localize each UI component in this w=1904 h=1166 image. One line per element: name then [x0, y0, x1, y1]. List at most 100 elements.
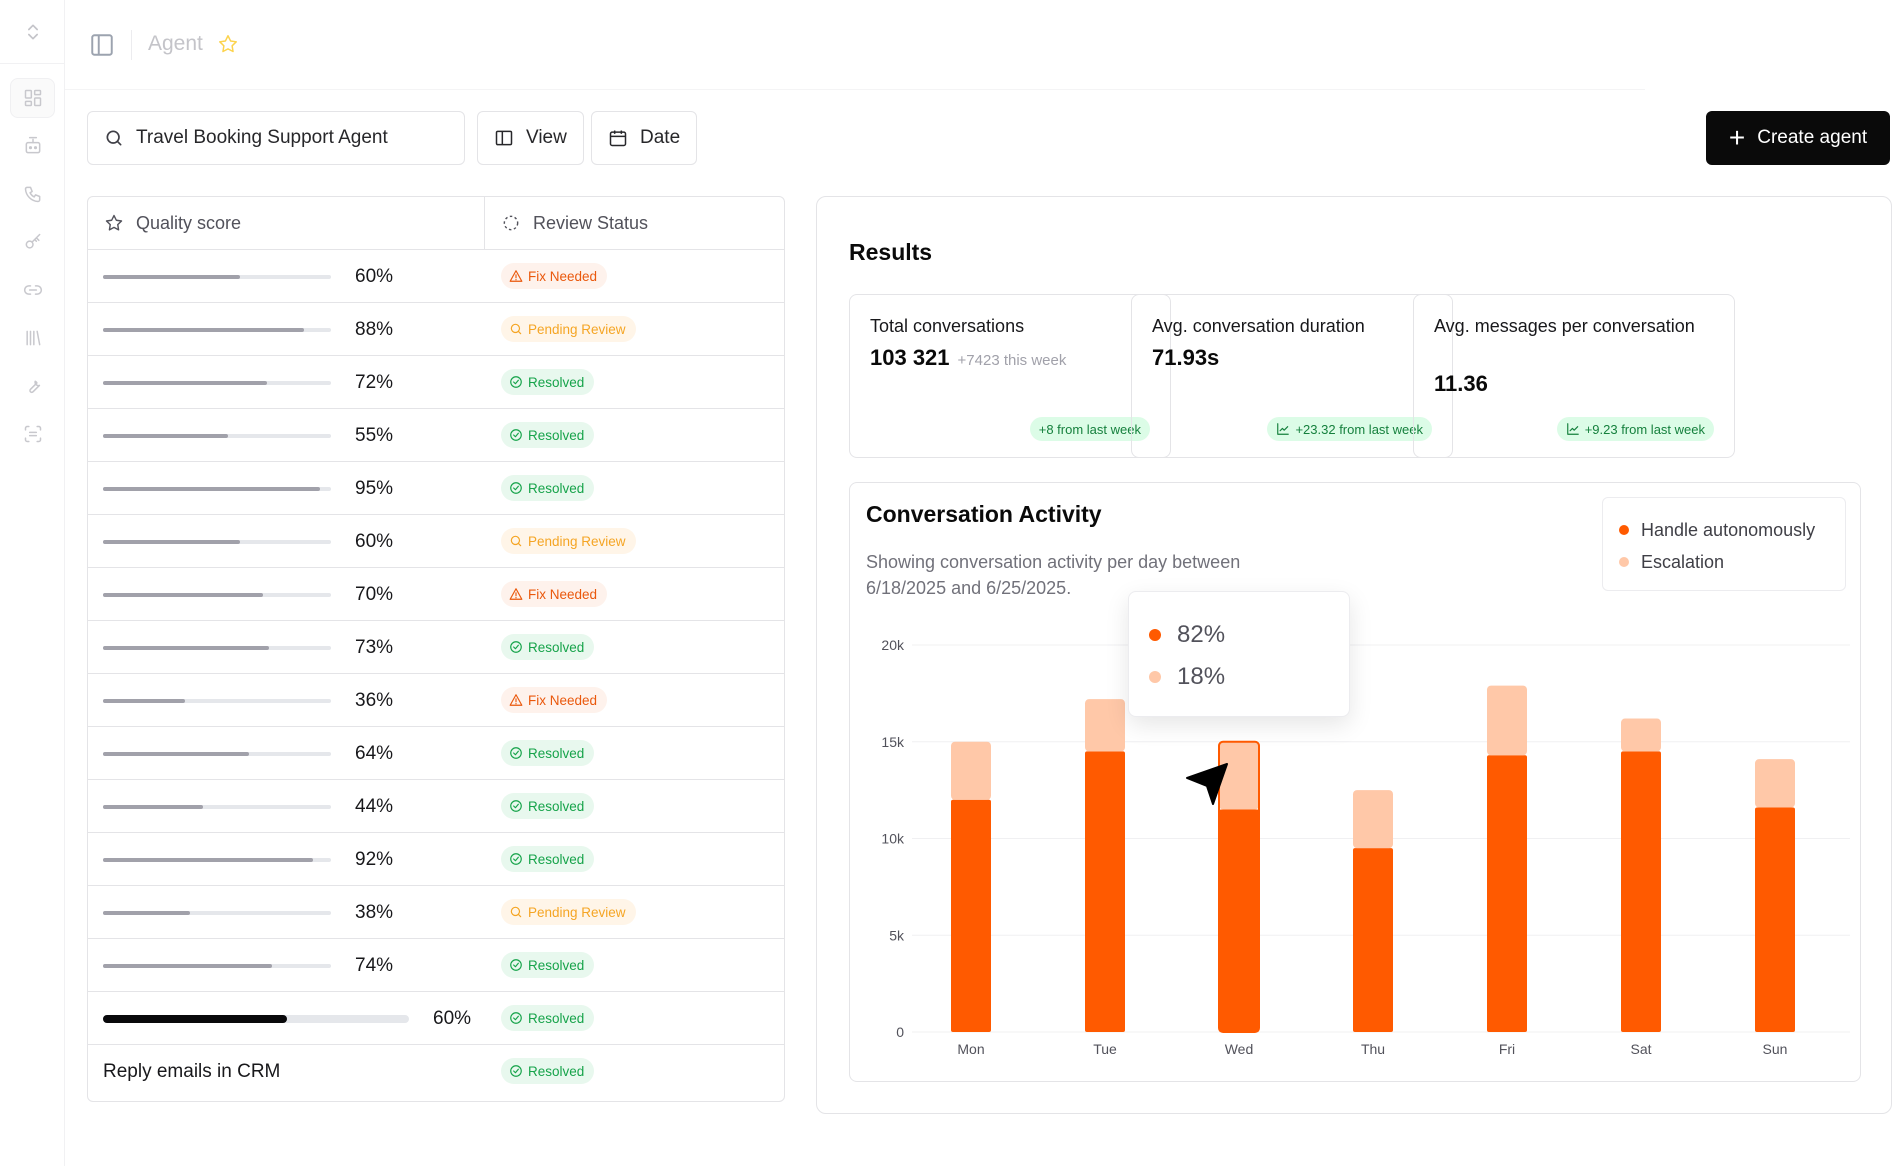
date-button-label: Date	[640, 127, 681, 148]
table-row[interactable]: 64% Resolved	[88, 727, 784, 780]
sidebar-item-analytics[interactable]	[10, 318, 55, 358]
status-badge: Resolved	[501, 634, 595, 660]
quality-score: 60%	[433, 1008, 472, 1029]
star-icon	[219, 35, 237, 53]
table-row[interactable]: 73% Resolved	[88, 621, 784, 674]
quality-bar	[103, 381, 331, 385]
bot-icon	[25, 136, 40, 154]
table-row[interactable]: 92% Resolved	[88, 833, 784, 886]
quality-bar	[103, 752, 331, 756]
search-field[interactable]	[87, 111, 465, 165]
x-tick-label: Fri	[1499, 1041, 1515, 1057]
sidebar-item-scan[interactable]	[10, 414, 55, 454]
create-agent-button[interactable]: + Create agent	[1706, 111, 1890, 165]
status-badge-label: Fix Needed	[528, 268, 598, 284]
sidebar-item-agents[interactable]	[10, 126, 55, 166]
table-row[interactable]: 60% Pending Review	[88, 515, 784, 568]
table-row[interactable]: 38% Pending Review	[88, 886, 784, 939]
column-header-review[interactable]: Review Status	[485, 197, 784, 249]
library-icon	[25, 330, 40, 346]
table-row[interactable]: 44% Resolved	[88, 780, 784, 833]
sidebar-item-keys[interactable]	[10, 222, 55, 262]
check-circle-icon	[510, 641, 522, 653]
y-tick-label: 5k	[889, 927, 905, 943]
stat-card-value: 11.36	[1434, 371, 1488, 396]
phone-icon	[24, 186, 40, 203]
bar-autonomous	[1219, 809, 1259, 1032]
trend-badge: +9.23 from last week	[1556, 417, 1714, 441]
check-circle-icon	[510, 482, 522, 494]
bar-escalation	[1219, 741, 1259, 810]
bar-autonomous	[1085, 751, 1125, 1032]
table-row[interactable]: Reply emails in CRM Resolved	[88, 1045, 784, 1098]
tooltip-dot-escalation	[1149, 671, 1161, 683]
table-row[interactable]: 88% Pending Review	[88, 303, 784, 356]
sidebar	[0, 0, 65, 1166]
bar-escalation	[1085, 699, 1125, 752]
status-badge-label: Pending Review	[528, 533, 626, 549]
stat-card-value: 71.93s	[1152, 345, 1220, 370]
quality-score: 55%	[355, 425, 394, 446]
view-button[interactable]: View	[477, 111, 584, 165]
dashboard-icon	[24, 89, 41, 107]
quality-bar	[103, 858, 331, 862]
quality-bar-fill	[103, 593, 263, 597]
trend-badge-label: +9.23 from last week	[1584, 421, 1705, 437]
legend-label-autonomous: Handle autonomously	[1641, 519, 1816, 540]
bar-autonomous	[1353, 848, 1393, 1032]
table-row[interactable]: 36% Fix Needed	[88, 674, 784, 727]
legend-dot-autonomous	[1619, 525, 1629, 535]
quality-bar	[103, 911, 331, 915]
table-row[interactable]: 72% Resolved	[88, 356, 784, 409]
column-header-quality[interactable]: Quality score	[88, 197, 485, 249]
columns-icon	[495, 130, 513, 146]
y-tick-label: 20k	[881, 637, 905, 653]
status-badge-label: Pending Review	[528, 904, 626, 920]
bar-autonomous	[1755, 807, 1795, 1032]
stat-card-subtext: +7423 this week	[957, 352, 1067, 369]
table-row[interactable]: 74% Resolved	[88, 939, 784, 992]
table-row[interactable]: 95% Resolved	[88, 462, 784, 515]
row-task-name: Reply emails in CRM	[103, 1061, 281, 1082]
quality-score: 70%	[355, 584, 394, 605]
chevron-up-down-icon[interactable]	[23, 22, 43, 42]
link-icon	[23, 285, 42, 295]
stat-card-label: Avg. messages per conversation	[1434, 316, 1695, 336]
status-badge-label: Resolved	[528, 1063, 585, 1079]
sidebar-item-calls[interactable]	[10, 174, 55, 214]
toggle-sidebar-button[interactable]	[89, 32, 115, 58]
stat-card-value: 103 321	[870, 345, 950, 370]
bar-escalation	[1621, 718, 1661, 752]
table-row[interactable]: 55% Resolved	[88, 409, 784, 462]
alert-triangle-icon	[509, 588, 523, 600]
sidebar-item-tools[interactable]	[10, 366, 55, 406]
trend-badge-label: +8 from last week	[1038, 421, 1141, 437]
check-circle-icon	[510, 800, 522, 812]
calendar-icon	[609, 130, 627, 147]
chart-subtitle: Showing conversation activity per day be…	[866, 552, 1241, 598]
table-row[interactable]: 60% Resolved	[88, 992, 784, 1045]
x-tick-label: Mon	[957, 1041, 984, 1057]
stat-card: Avg. messages per conversation 11.36 +9.23…	[1413, 294, 1735, 458]
table-row[interactable]: 60% Fix Needed	[88, 250, 784, 303]
favorite-button[interactable]	[217, 33, 239, 55]
quality-bar	[103, 646, 331, 650]
stat-card-label: Avg. conversation duration	[1152, 316, 1365, 336]
x-tick-label: Sun	[1763, 1041, 1788, 1057]
date-button[interactable]: Date	[591, 111, 698, 165]
quality-bar-fill	[103, 434, 229, 438]
legend-label-escalation: Escalation	[1641, 551, 1725, 572]
sidebar-item-dashboard[interactable]	[10, 78, 55, 118]
sidebar-item-links[interactable]	[10, 270, 55, 310]
check-circle-icon	[510, 376, 522, 388]
trending-up-icon	[1566, 423, 1579, 435]
search-input[interactable]	[136, 127, 456, 149]
quality-bar	[103, 593, 331, 597]
trending-up-icon	[1277, 423, 1290, 435]
quality-bar	[103, 964, 331, 968]
quality-score: 74%	[355, 955, 394, 976]
status-badge-label: Pending Review	[528, 321, 626, 337]
status-badge-label: Fix Needed	[528, 586, 598, 602]
search-icon	[106, 130, 122, 146]
table-row[interactable]: 70% Fix Needed	[88, 568, 784, 621]
